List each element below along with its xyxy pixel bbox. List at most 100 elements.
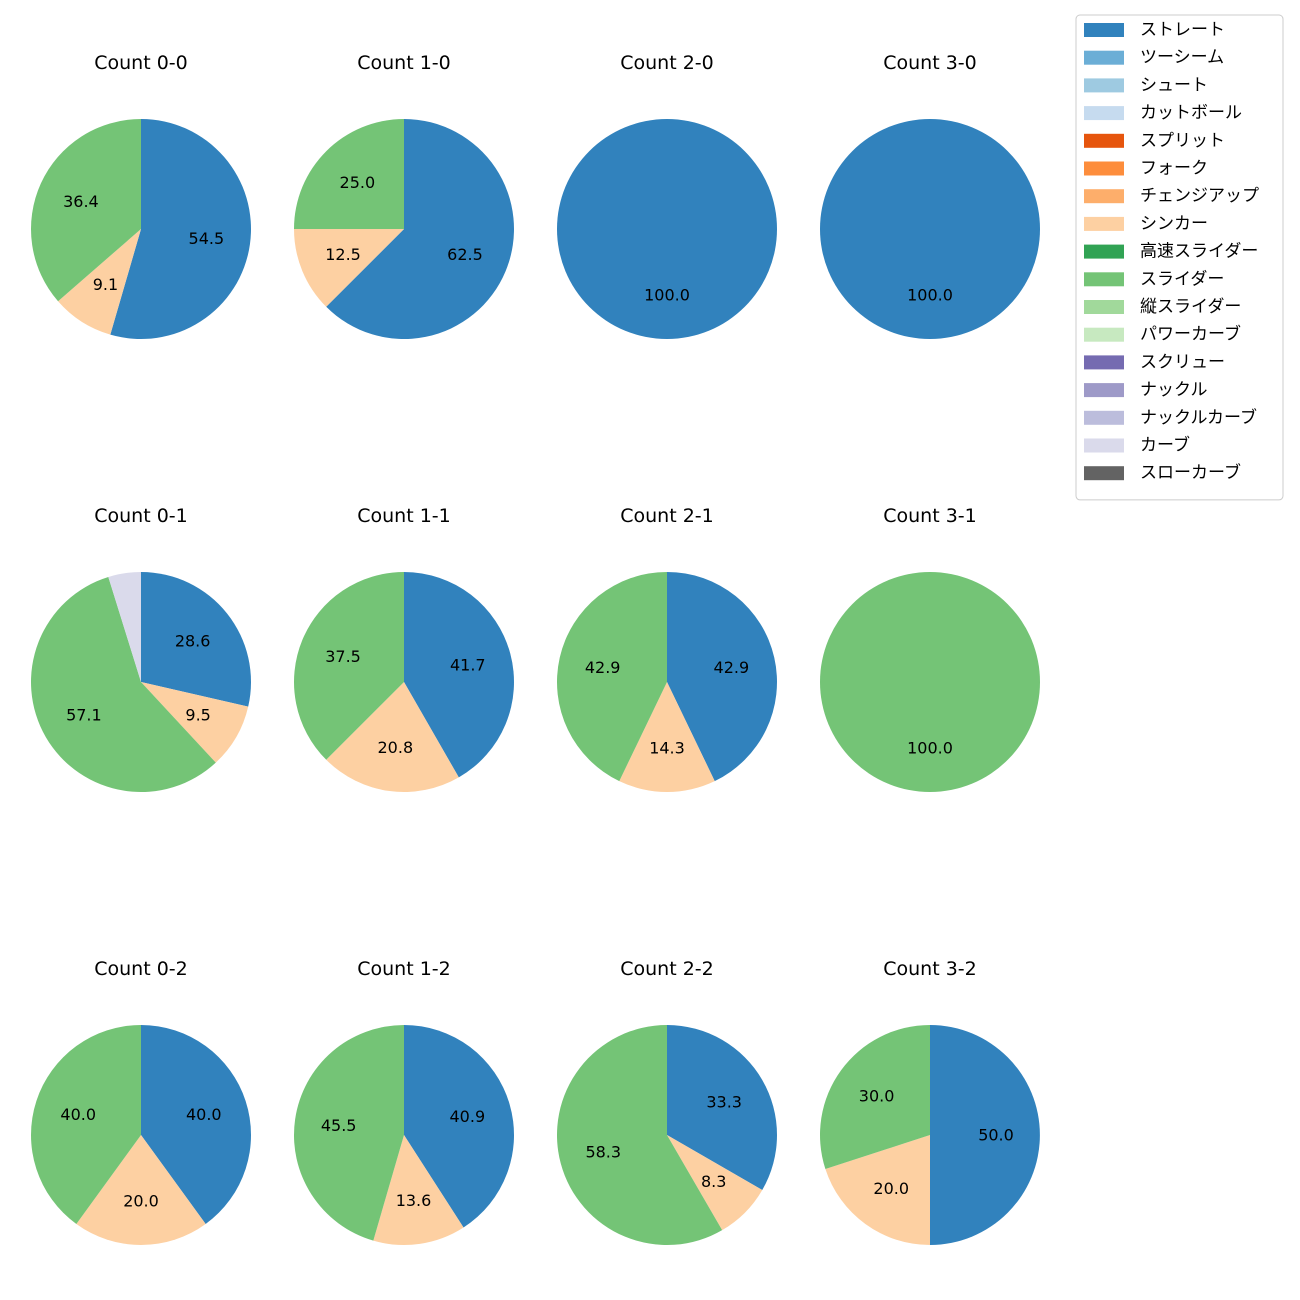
pie-count-1-2: Count 1-2 40.9 13.6 45.5 [294, 958, 514, 1246]
pie-slice [825, 1135, 930, 1245]
pie-slice [141, 1025, 251, 1224]
pie-slice [404, 572, 515, 778]
pie-count-1-1: Count 1-1 41.7 20.8 37.5 [294, 505, 515, 792]
legend-label: スプリット [1140, 131, 1225, 151]
legend-swatch [1084, 189, 1124, 204]
legend-swatch [1084, 244, 1124, 259]
pie-count-0-0: Count 0-0 54.5 9.1 36.4 [31, 52, 252, 339]
pie-slice [294, 229, 404, 307]
legend-label: スローカーブ [1140, 462, 1241, 483]
pie-slice [820, 119, 1040, 339]
legend-label: 縦スライダー [1140, 297, 1241, 317]
slice-percent-label: 25.0 [340, 173, 376, 192]
slice-percent-label: 8.3 [701, 1172, 726, 1191]
legend-swatch [1084, 383, 1124, 398]
pie-count-0-1: Count 0-1 28.6 9.5 57.1 [30, 505, 251, 792]
pie-slice [557, 572, 667, 782]
legend-label: チェンジアップ [1140, 186, 1259, 206]
pie-count-3-1: Count 3-1 100.0 [820, 505, 1040, 792]
pie-slice [294, 1025, 404, 1241]
legend-label: ツーシーム [1140, 48, 1224, 68]
slice-percent-label: 20.0 [873, 1179, 909, 1198]
legend-swatch [1084, 327, 1124, 342]
slice-percent-label: 42.9 [585, 658, 621, 677]
pie-title: Count 3-1 [883, 505, 977, 527]
legend-swatch [1084, 106, 1124, 121]
legend-label: ストレート [1140, 20, 1225, 40]
legend-label: ナックル [1140, 380, 1208, 400]
pie-count-2-0: Count 2-0 100.0 [557, 52, 777, 339]
slice-percent-label: 42.9 [714, 658, 750, 677]
legend: ストレートツーシームシュートカットボールスプリットフォークチェンジアップシンカー… [1075, 14, 1284, 501]
pie-slice [619, 682, 715, 792]
pie-slice [667, 1025, 777, 1190]
slice-percent-label: 54.5 [189, 229, 225, 248]
pie-title: Count 2-2 [620, 958, 714, 980]
legend-label: スクリュー [1140, 352, 1225, 372]
legend-swatch [1084, 50, 1124, 65]
slice-percent-label: 57.1 [66, 706, 102, 725]
slice-percent-label: 20.0 [123, 1192, 159, 1211]
pie-slice [58, 229, 141, 335]
pie-title: Count 2-1 [620, 505, 714, 527]
slice-percent-label: 37.5 [325, 647, 361, 666]
legend-label: カットボール [1140, 103, 1242, 123]
legend-swatch [1084, 438, 1124, 453]
pie-slice [557, 119, 777, 339]
legend-label: カーブ [1140, 435, 1190, 456]
legend-label: 高速スライダー [1140, 242, 1258, 262]
legend-swatch [1084, 466, 1124, 481]
legend-swatch [1084, 272, 1124, 287]
pie-slice [820, 572, 1040, 792]
pie-slice [108, 572, 141, 682]
legend-swatch [1084, 161, 1124, 176]
pie-title: Count 1-0 [357, 52, 451, 74]
pie-slice [820, 1025, 930, 1169]
slice-percent-label: 12.5 [325, 245, 361, 264]
slice-percent-label: 36.4 [63, 192, 99, 211]
pie-slice [326, 119, 514, 339]
pie-slice [110, 119, 252, 339]
legend-swatch [1084, 410, 1124, 425]
slice-percent-label: 13.6 [396, 1191, 432, 1210]
slice-percent-label: 20.8 [378, 738, 414, 757]
pie-slice [326, 682, 459, 792]
slice-percent-label: 50.0 [978, 1126, 1014, 1145]
slice-percent-label: 58.3 [585, 1143, 621, 1162]
pie-title: Count 3-2 [883, 958, 977, 980]
pie-title: Count 3-0 [883, 52, 977, 74]
slice-percent-label: 40.9 [450, 1107, 486, 1126]
pie-title: Count 0-1 [94, 505, 188, 527]
pie-count-3-0: Count 3-0 100.0 [820, 52, 1040, 339]
pie-title: Count 2-0 [620, 52, 714, 74]
legend-swatch [1084, 355, 1124, 370]
legend-label: ナックルカーブ [1140, 407, 1257, 428]
pies-layer: Count 0-0 54.5 9.1 36.4 Count 1-0 62.5 12.5 25.… [30, 52, 1040, 1246]
pie-count-2-1: Count 2-1 42.9 14.3 42.9 [557, 505, 777, 792]
slice-percent-label: 30.0 [859, 1087, 895, 1106]
pie-title: Count 0-2 [94, 958, 188, 980]
pie-title: Count 1-1 [357, 505, 451, 527]
pie-slice [556, 1025, 723, 1245]
pie-title: Count 1-2 [357, 958, 451, 980]
legend-swatch [1084, 300, 1124, 314]
pie-slice [76, 1135, 206, 1245]
slice-percent-label: 100.0 [907, 739, 953, 758]
pie-slice [141, 572, 251, 707]
slice-percent-label: 9.5 [185, 706, 210, 725]
legend-swatch [1084, 133, 1124, 148]
pie-slice [294, 572, 404, 760]
slice-percent-label: 62.5 [447, 245, 483, 264]
pie-slice [31, 1025, 141, 1224]
pie-slice [31, 118, 141, 302]
slice-percent-label: 28.6 [175, 631, 211, 650]
legend-label: シンカー [1140, 214, 1208, 234]
slice-percent-label: 40.0 [60, 1105, 96, 1124]
pie-slice [294, 119, 404, 229]
pie-slice [141, 682, 249, 763]
legend-swatch [1084, 23, 1124, 37]
legend-label: フォーク [1140, 159, 1208, 179]
slice-percent-label: 9.1 [93, 275, 118, 294]
slice-percent-label: 100.0 [644, 286, 690, 305]
